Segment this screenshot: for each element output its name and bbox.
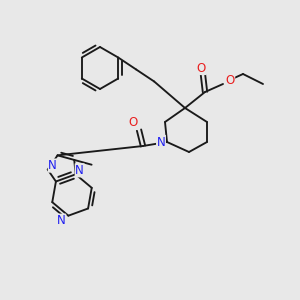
- Text: N: N: [57, 214, 66, 227]
- Text: N: N: [157, 136, 165, 148]
- Text: N: N: [48, 159, 57, 172]
- Text: O: O: [225, 74, 235, 86]
- Text: N: N: [75, 164, 84, 177]
- Text: O: O: [196, 61, 206, 74]
- Text: O: O: [128, 116, 138, 130]
